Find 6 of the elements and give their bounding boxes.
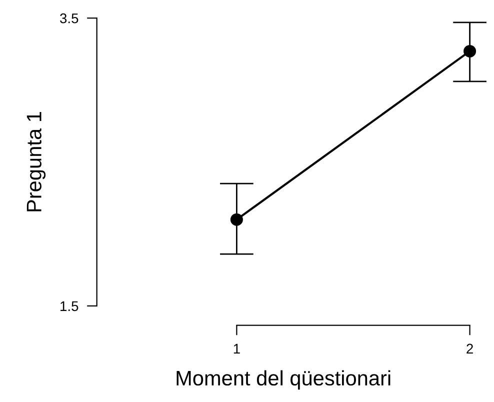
x-tick-label: 1 xyxy=(234,344,240,354)
x-axis-title: Moment del qüestionari xyxy=(176,370,390,390)
x-tick-label: 2 xyxy=(466,344,473,354)
y-axis-title: Pregunta 1 xyxy=(26,112,46,212)
y-tick-label: 3.5 xyxy=(60,13,78,24)
y-tick-label: 1.5 xyxy=(60,301,78,312)
